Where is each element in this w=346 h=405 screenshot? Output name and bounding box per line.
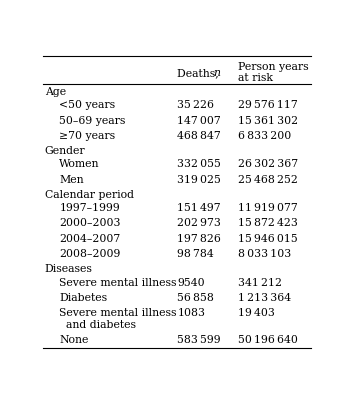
Text: 26 302 367: 26 302 367 (238, 159, 298, 169)
Text: None: None (60, 335, 89, 345)
Text: 19 403: 19 403 (238, 307, 274, 318)
Text: 1083: 1083 (177, 307, 205, 318)
Text: 468 847: 468 847 (177, 131, 221, 141)
Text: 1 213 364: 1 213 364 (238, 292, 291, 302)
Text: Severe mental illness: Severe mental illness (60, 277, 177, 287)
Text: <50 years: <50 years (60, 100, 116, 110)
Text: 2000–2003: 2000–2003 (60, 218, 121, 228)
Text: 15 361 302: 15 361 302 (238, 115, 298, 125)
Text: Gender: Gender (45, 146, 85, 156)
Text: 197 826: 197 826 (177, 233, 221, 243)
Text: Person years: Person years (238, 62, 308, 72)
Text: 35 226: 35 226 (177, 100, 214, 110)
Text: 151 497: 151 497 (177, 202, 221, 213)
Text: 8 033 103: 8 033 103 (238, 249, 291, 258)
Text: 25 468 252: 25 468 252 (238, 174, 298, 184)
Text: 50–69 years: 50–69 years (60, 115, 126, 125)
Text: Deaths,: Deaths, (177, 68, 221, 78)
Text: 6 833 200: 6 833 200 (238, 131, 291, 141)
Text: 2008–2009: 2008–2009 (60, 249, 121, 258)
Text: Women: Women (60, 159, 100, 169)
Text: 332 055: 332 055 (177, 159, 221, 169)
Text: 11 919 077: 11 919 077 (238, 202, 298, 213)
Text: n: n (213, 68, 220, 78)
Text: 15 946 015: 15 946 015 (238, 233, 298, 243)
Text: Diseases: Diseases (45, 264, 92, 274)
Text: at risk: at risk (238, 72, 273, 83)
Text: Diabetes: Diabetes (60, 292, 108, 302)
Text: 2004–2007: 2004–2007 (60, 233, 121, 243)
Text: 56 858: 56 858 (177, 292, 214, 302)
Text: ≥70 years: ≥70 years (60, 131, 116, 141)
Text: and diabetes: and diabetes (60, 319, 136, 329)
Text: Age: Age (45, 87, 66, 97)
Text: 98 784: 98 784 (177, 249, 214, 258)
Text: 341 212: 341 212 (238, 277, 282, 287)
Text: 9540: 9540 (177, 277, 205, 287)
Text: 202 973: 202 973 (177, 218, 221, 228)
Text: 29 576 117: 29 576 117 (238, 100, 298, 110)
Text: 50 196 640: 50 196 640 (238, 335, 298, 345)
Text: 1997–1999: 1997–1999 (60, 202, 120, 213)
Text: Men: Men (60, 174, 84, 184)
Text: Calendar period: Calendar period (45, 190, 134, 200)
Text: Severe mental illness: Severe mental illness (60, 307, 177, 318)
Text: 147 007: 147 007 (177, 115, 221, 125)
Text: 583 599: 583 599 (177, 335, 221, 345)
Text: 15 872 423: 15 872 423 (238, 218, 298, 228)
Text: 319 025: 319 025 (177, 174, 221, 184)
